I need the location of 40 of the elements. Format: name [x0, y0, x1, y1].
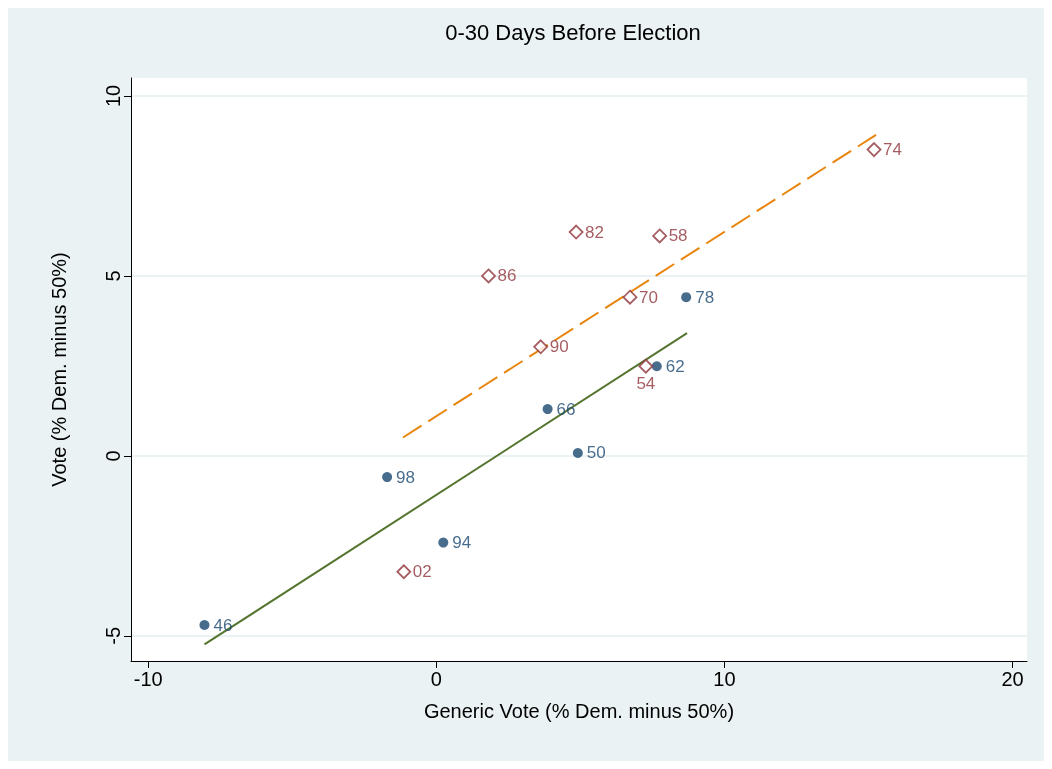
annotation: 50 [586, 443, 606, 463]
point [481, 268, 496, 284]
point [396, 564, 412, 580]
point [568, 224, 584, 240]
point [638, 358, 654, 374]
point [533, 339, 549, 355]
point [681, 292, 692, 303]
point [382, 472, 393, 483]
annotation: 82 [585, 222, 605, 242]
y-tick-label: 10 [102, 84, 124, 108]
annotation: 02 [412, 562, 432, 582]
annotation: 70 [638, 287, 658, 307]
annotation: 46 [213, 615, 233, 635]
y-axis-title: Vote (% Dem. minus 50%) [48, 252, 70, 487]
point [866, 142, 882, 158]
x-tick-label: 20 [1001, 668, 1024, 690]
x-tick-label: 0 [430, 668, 442, 690]
x-axis-title: Generic Vote (% Dem. minus 50%) [423, 700, 735, 722]
point [622, 289, 638, 305]
annotation: 74 [883, 140, 902, 160]
annotation: 98 [396, 467, 416, 487]
point [438, 537, 449, 548]
annotation: 78 [695, 287, 715, 307]
y-tick-label: -5 [102, 626, 124, 645]
point [199, 620, 210, 631]
annotation: 94 [452, 533, 472, 553]
point [542, 404, 553, 415]
point [652, 228, 668, 244]
point [572, 447, 583, 458]
y-tick-label: 0 [102, 450, 124, 462]
annotation: 58 [668, 226, 688, 246]
annotation: 90 [549, 337, 569, 357]
x-tick-label: 10 [713, 668, 736, 690]
annotation: 54 [636, 374, 656, 394]
x-tick-label: -10 [133, 668, 163, 690]
chart-title: 0-30 Days Before Election [445, 19, 701, 45]
annotation: 86 [497, 266, 517, 286]
point [651, 361, 662, 372]
annotation: 62 [665, 356, 685, 376]
y-tick-label: 5 [102, 270, 124, 282]
